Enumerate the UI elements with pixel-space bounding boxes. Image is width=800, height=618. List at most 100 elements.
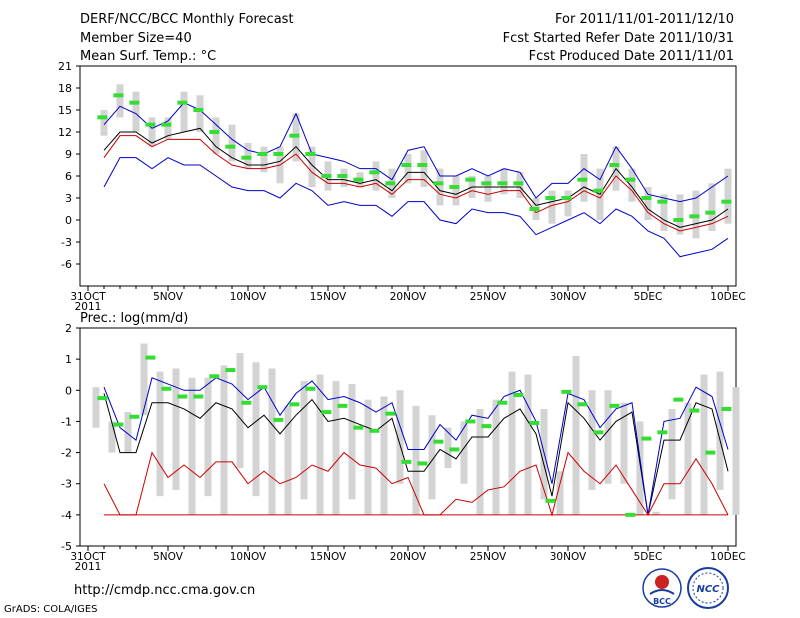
ensemble-box <box>188 377 196 515</box>
ensemble-marker <box>289 133 300 138</box>
ensemble-box <box>716 371 724 490</box>
ensemble-marker <box>609 403 620 408</box>
ensemble-marker <box>561 196 572 200</box>
ensemble-box <box>212 117 220 154</box>
ensemble-marker <box>417 163 428 167</box>
ensemble-marker <box>129 414 140 419</box>
ensemble-marker <box>337 174 348 178</box>
x-tick-label: 5NOV <box>153 291 184 303</box>
ensemble-marker <box>657 430 668 435</box>
ensemble-marker <box>401 459 412 464</box>
series-line-upper <box>103 377 729 515</box>
ensemble-marker <box>209 130 220 134</box>
ensemble-marker <box>481 424 492 429</box>
header-start-date: Fcst Started Refer Date 2011/10/31 <box>502 31 734 46</box>
ensemble-marker <box>705 450 716 455</box>
ensemble-box <box>620 402 628 484</box>
ensemble-marker <box>657 199 668 204</box>
ensemble-box <box>628 168 636 202</box>
series-line-upper <box>103 102 729 203</box>
ensemble-marker <box>545 498 556 503</box>
ensemble-marker <box>513 392 524 397</box>
y-tick-label: 15 <box>58 104 72 117</box>
x-tick-label: 20NOV <box>390 551 427 563</box>
series-line-mean <box>103 393 729 515</box>
ensemble-marker <box>577 177 588 182</box>
ensemble-marker <box>625 177 636 182</box>
ensemble-marker <box>433 439 444 444</box>
ensemble-box <box>428 415 436 500</box>
ensemble-box <box>676 194 684 235</box>
ensemble-box <box>228 124 236 162</box>
ensemble-box <box>92 387 100 428</box>
ensemble-marker <box>337 403 348 408</box>
header-member-size: Member Size=40 <box>80 31 192 46</box>
y-tick-label: 6 <box>65 170 72 183</box>
ensemble-marker <box>113 422 124 427</box>
ensemble-marker <box>433 181 444 186</box>
ensemble-box <box>260 146 268 173</box>
x-tick-label: 25NOV <box>470 291 507 303</box>
ensemble-marker <box>529 207 540 211</box>
header-period: For 2011/11/01-2011/12/10 <box>555 12 734 27</box>
x-tick-label: 10DEC <box>710 551 745 563</box>
ensemble-marker <box>193 394 204 399</box>
ensemble-box <box>404 154 412 184</box>
x-tick-label: 10NOV <box>230 291 267 303</box>
series-line-mean <box>103 127 729 228</box>
ensemble-box <box>548 190 556 224</box>
ensemble-box <box>476 408 484 515</box>
y-tick-label: -6 <box>61 258 72 271</box>
header-title: DERF/NCC/BCC Monthly Forecast <box>80 12 294 27</box>
ensemble-box <box>380 396 388 515</box>
x-tick-year-label: 2011 <box>75 301 102 313</box>
ensemble-marker <box>545 196 556 200</box>
ensemble-box <box>644 187 652 220</box>
ensemble-box <box>172 368 180 490</box>
ensemble-box <box>436 168 444 206</box>
ensemble-box <box>420 150 428 187</box>
x-tick-label: 5DEC <box>634 291 663 303</box>
ensemble-marker <box>497 400 508 405</box>
ensemble-box <box>396 390 404 484</box>
ensemble-marker <box>161 122 172 127</box>
series-line-lower <box>103 451 729 517</box>
y-tick-label: 0 <box>65 384 72 397</box>
ensemble-marker <box>273 152 284 156</box>
ensemble-marker <box>257 385 268 390</box>
ensemble-box <box>116 84 124 118</box>
y-tick-label: 9 <box>65 148 72 161</box>
ensemble-box <box>636 421 644 515</box>
ensemble-marker <box>97 396 108 401</box>
ensemble-marker <box>721 199 732 204</box>
y-tick-label: -5 <box>61 540 72 553</box>
x-tick-label: 10DEC <box>710 291 745 303</box>
ensemble-box <box>604 390 612 484</box>
ensemble-marker <box>241 155 252 160</box>
ensemble-marker <box>273 417 284 422</box>
ensemble-marker <box>449 185 460 189</box>
ensemble-marker <box>129 100 140 105</box>
ensemble-marker <box>513 181 524 186</box>
ensemble-marker <box>209 374 220 379</box>
footer-url[interactable]: http://cmdp.ncc.cma.gov.cn <box>74 583 256 598</box>
x-tick-label: 5NOV <box>153 551 184 563</box>
ensemble-box <box>372 161 380 191</box>
y-tick-label: -3 <box>61 478 72 491</box>
ensemble-box <box>140 343 148 416</box>
ensemble-marker <box>321 410 332 415</box>
ensemble-box <box>668 408 676 500</box>
ensemble-box <box>132 91 140 132</box>
precip-panel-title: Prec.: log(mm/d) <box>80 311 189 326</box>
x-tick-label: 5DEC <box>634 551 663 563</box>
y-tick-label: 21 <box>58 60 72 73</box>
header-produced-date: Fcst Produced Date 2011/11/01 <box>528 49 734 64</box>
ensemble-box <box>252 362 260 497</box>
series-line-lower <box>103 135 729 232</box>
ensemble-box <box>484 176 492 202</box>
y-tick-label: 3 <box>65 192 72 205</box>
y-tick-label: -4 <box>61 509 72 522</box>
ensemble-marker <box>369 428 380 433</box>
